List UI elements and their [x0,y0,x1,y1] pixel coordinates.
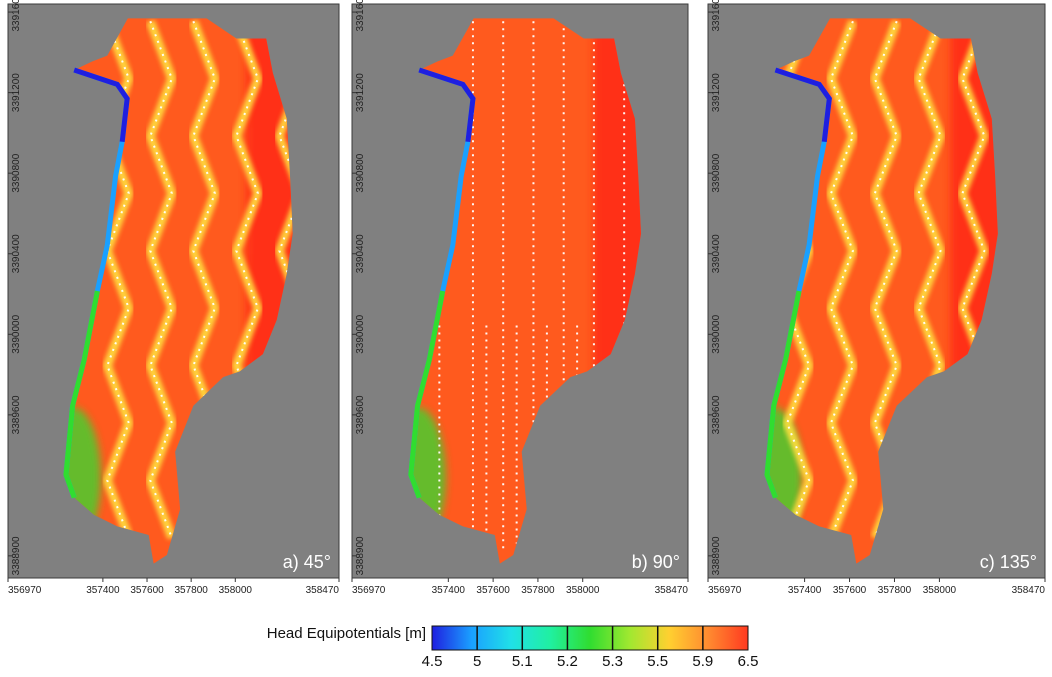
y-tick-label: 3391200 [355,73,366,112]
well-line [829,20,854,539]
x-tick-label: 357600 [130,585,164,596]
boundary-lowest-head [73,67,130,143]
x-tick-label: 358000 [566,585,600,596]
colorbar-tick-label: 5.2 [557,653,578,670]
boundary-mid-head [408,290,446,499]
panel-label: b) 90° [632,552,680,572]
x-tick-label: 358470 [306,585,340,596]
y-tick-label: 3390000 [11,314,22,353]
colorbar: Head Equipotentials [m] 4.5 5 5.1 5.2 5.3 5.5… [267,625,759,670]
aquifer-domain [410,18,641,564]
boundary-mid-head [63,290,100,499]
colorbar-tick-label: 4.5 [422,653,443,670]
well-line [192,20,216,539]
boundary-mid-head [764,290,802,499]
well-line [235,20,259,539]
colorbar-boxes [431,625,749,651]
y-tick-label: 3388900 [355,536,366,575]
y-tick-label: 3389600 [11,395,22,434]
colorbar-tick-label: 5.1 [512,653,533,670]
y-tick-label: 3389600 [355,395,366,434]
y-tick-label: 3388900 [11,536,22,575]
well-line [917,20,942,539]
boundary-lowest-head [774,67,832,143]
y-tick-label: 3390800 [711,153,722,192]
y-tick-label: 3390400 [711,234,722,273]
x-tick-label: 357400 [788,585,822,596]
colorbar-tick-label: 5 [473,653,481,670]
colorbar-tick-label: 5.5 [647,653,668,670]
panel-label: a) 45° [283,552,331,572]
y-tick-label: 3391600 [355,0,366,32]
y-tick-label: 3390800 [355,153,366,192]
y-tick-label: 3390000 [355,314,366,353]
panel-1: a) 45° 356970 357400 357600 357800 358000 3584… [7,0,340,596]
colorbar-tick-label: 5.9 [692,653,713,670]
colorbar-title: Head Equipotentials [m] [267,625,426,642]
x-tick-label: 357600 [833,585,867,596]
well-line [149,20,173,539]
x-tick-label: 358470 [1012,585,1046,596]
colorbar-tick-label: 5.3 [602,653,623,670]
colorbar-gradient [431,625,749,651]
y-tick-label: 3390800 [11,153,22,192]
well-line [873,20,898,539]
x-tick-label: 358000 [923,585,957,596]
panels: a) 45° 356970 357400 357600 357800 358000 3584… [7,0,1046,596]
panel-2: b) 90° 356970 357400 357600 357800 358000 3584… [351,0,689,596]
x-tick-label: 358470 [655,585,689,596]
y-tick-label: 3390400 [355,234,366,273]
y-tick-label: 3391200 [11,73,22,112]
y-tick-label: 3390400 [11,234,22,273]
x-tick-label: 357400 [432,585,466,596]
y-tick-label: 3391600 [711,0,722,32]
y-tick-label: 3388900 [711,536,722,575]
colorbar-tick-label: 6.5 [738,653,759,670]
y-tick-label: 3391600 [11,0,22,32]
x-tick-label: 357800 [174,585,208,596]
x-tick-label: 357600 [476,585,510,596]
well-line [961,20,986,539]
panel-3: c) 135° 356970 357400 357600 357800 358000 358… [707,0,1046,596]
panel-label: c) 135° [980,552,1037,572]
x-tick-label: 356970 [352,585,386,596]
y-tick-label: 3391200 [711,73,722,112]
y-tick-label: 3389600 [711,395,722,434]
boundary-lowest-head [418,67,476,143]
y-tick-label: 3390000 [711,314,722,353]
colorbar-ticks: 4.5 5 5.1 5.2 5.3 5.5 5.9 6.5 [422,626,759,670]
x-tick-label: 357800 [521,585,555,596]
x-tick-label: 356970 [8,585,42,596]
x-tick-label: 357400 [86,585,120,596]
x-tick-label: 357800 [878,585,912,596]
x-tick-label: 356970 [708,585,742,596]
x-tick-label: 358000 [219,585,253,596]
